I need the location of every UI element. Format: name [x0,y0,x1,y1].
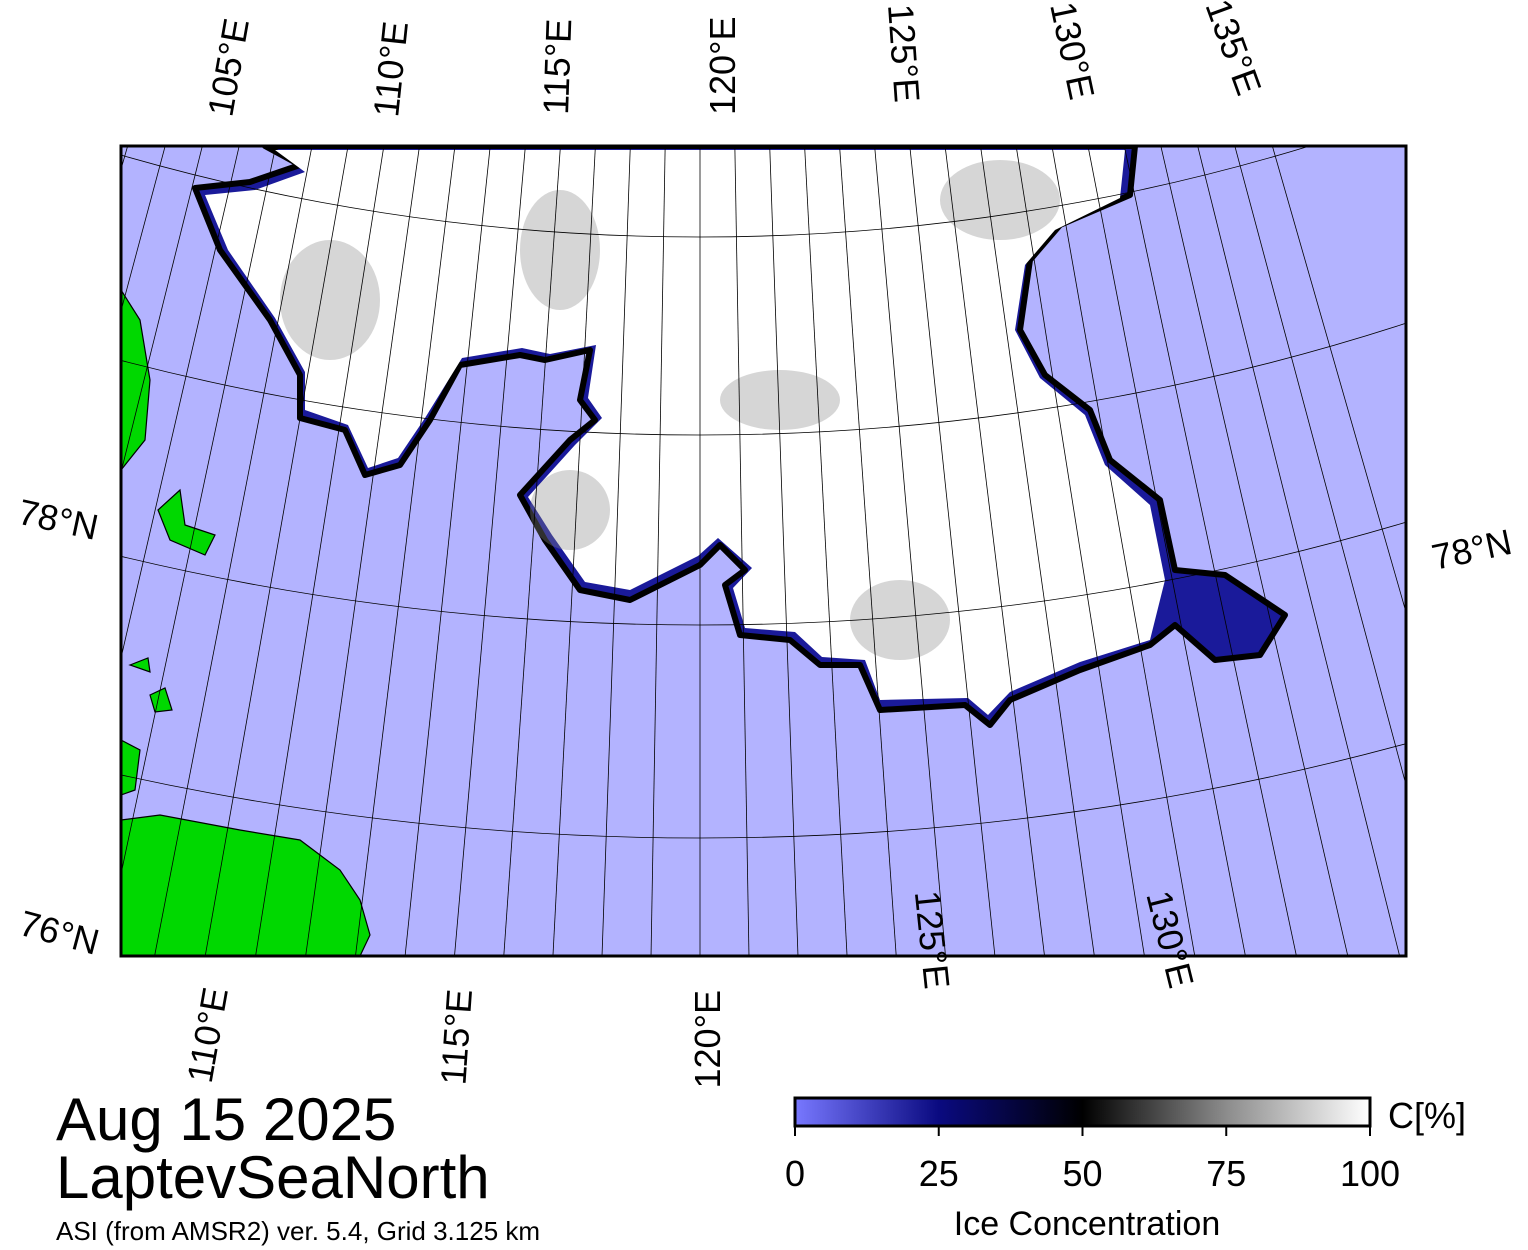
meridian [1051,146,1196,956]
meridian [1234,146,1406,787]
coord-label: 78°N [1428,521,1515,578]
meridian [154,146,313,956]
meridian [503,146,561,956]
meridian [121,146,203,474]
meridian [944,146,1045,956]
meridian [305,146,420,956]
meridian [204,146,349,956]
map-frame [119,144,1408,958]
meridian [1197,146,1401,956]
meridian [404,146,491,956]
meridian [650,146,666,956]
coord-label: 115°E [535,18,579,115]
coord-label: 135°E [1197,0,1269,100]
colorbar-tick-label: 0 [785,1153,805,1194]
region: LaptevSeaNorth [56,1144,490,1211]
colorbar-title: Ice Concentration [954,1205,1221,1243]
colorbar-tick-label: 100 [1340,1153,1400,1194]
colorbar-tick-label: 75 [1206,1153,1246,1194]
meridian [1015,146,1145,956]
meridian [909,146,996,956]
colorbar [793,1096,1372,1128]
coord-label: 125°E [880,3,928,104]
coord-label: 110°E [179,984,236,1085]
source: ASI (from AMSR2) ver. 5.4, Grid 3.125 km [56,1216,540,1246]
meridian [355,146,456,956]
meridian [552,146,596,956]
meridian [769,146,799,956]
date: Aug 15 2025 [56,1086,396,1153]
meridian [121,146,166,313]
coord-label: 120°E [687,990,728,1088]
coord-label: 76°N [15,902,103,962]
colorbar-tick-label: 50 [1062,1153,1102,1194]
colorbar-unit: C[%] [1388,1095,1466,1136]
meridian [121,146,240,660]
colorbar-ticks: 0 25 50 75 100 [785,1126,1400,1194]
meridian [804,146,848,956]
meridian [980,146,1095,956]
coord-label: 115°E [432,988,480,1086]
coord-label: 130°E [1042,0,1103,103]
land [121,288,371,956]
map-area [121,146,1406,956]
meridian [121,146,277,876]
meridian [1160,146,1349,956]
meridian [1123,146,1297,956]
graticule [121,146,1406,956]
colorbar-tick-label: 25 [919,1153,959,1194]
meridian [601,146,631,956]
coord-label: 110°E [365,19,416,119]
meridian [839,146,897,956]
coord-label: 125°E [907,889,958,991]
coord-label: 120°E [702,17,743,115]
meridian [1271,146,1406,614]
meridian [1087,146,1246,956]
meridian [121,146,129,171]
meridian [255,146,385,956]
meridian [734,146,750,956]
coord-label: 105°E [200,15,257,119]
coord-label: 78°N [15,491,102,548]
